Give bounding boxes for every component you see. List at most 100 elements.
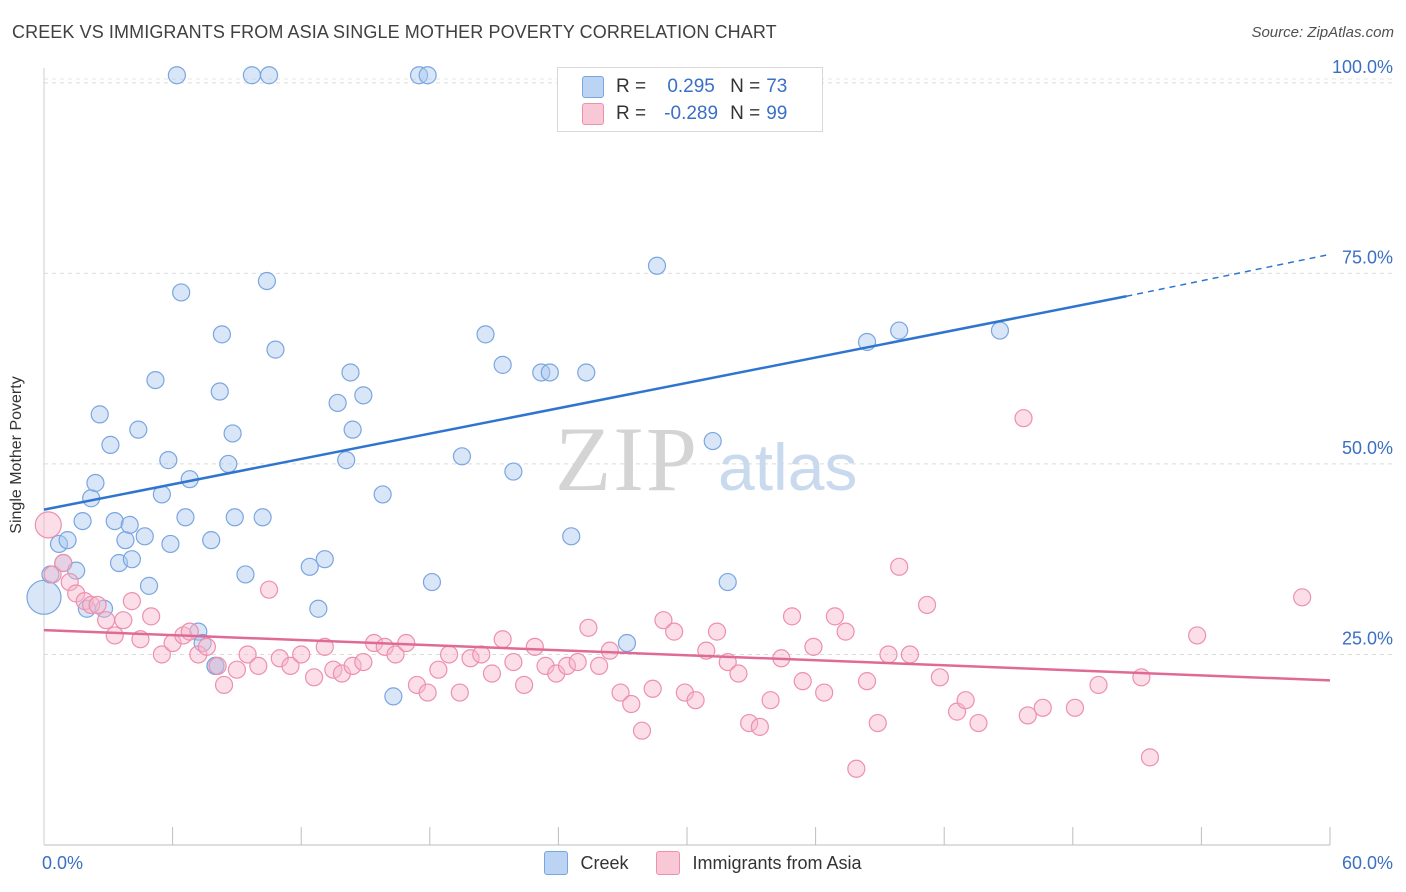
creek-point xyxy=(236,565,255,584)
immigrants-point xyxy=(386,645,405,664)
creek-point xyxy=(341,363,360,382)
immigrants-point xyxy=(622,694,641,714)
immigrants-point xyxy=(82,595,101,615)
immigrants-point xyxy=(868,713,887,733)
immigrants-point xyxy=(315,637,334,656)
immigrants-point xyxy=(43,565,62,584)
immigrants-point xyxy=(836,622,855,641)
creek-trend-line xyxy=(43,295,1127,511)
immigrants-point xyxy=(34,511,62,539)
immigrants-point xyxy=(1018,706,1037,725)
immigrants-point xyxy=(1014,409,1033,428)
bottom-legend-swatch-immigrants xyxy=(656,851,681,875)
immigrants-point xyxy=(879,645,898,664)
immigrants-point xyxy=(857,672,877,691)
creek-point xyxy=(172,283,191,302)
creek-point xyxy=(210,382,229,401)
creek-point xyxy=(257,271,277,291)
tick-labels: 100.0% 75.0% 50.0% 25.0% 0.0% 60.0% xyxy=(42,57,1393,873)
immigrants-point xyxy=(450,683,469,702)
immigrants-point xyxy=(343,656,362,675)
immigrants-point xyxy=(249,656,268,675)
immigrants-point xyxy=(214,675,234,695)
immigrants-point xyxy=(568,652,587,672)
immigrants-point xyxy=(750,717,769,736)
creek-point xyxy=(129,420,148,439)
creek-point xyxy=(225,508,244,527)
immigrants-point xyxy=(1065,698,1085,717)
immigrants-point xyxy=(114,611,133,630)
creek-point xyxy=(49,534,69,554)
creek-point xyxy=(242,66,262,85)
creek-point xyxy=(540,363,559,382)
creek-point xyxy=(26,579,62,615)
creek-point xyxy=(384,687,403,706)
immigrants-point xyxy=(782,607,802,626)
creek-point xyxy=(266,340,285,359)
immigrants-point xyxy=(259,580,279,599)
creek-point xyxy=(101,435,120,454)
creek-point xyxy=(176,508,195,527)
immigrants-point xyxy=(590,656,609,675)
creek-point xyxy=(90,405,109,424)
immigrants-point xyxy=(60,572,79,592)
immigrants-point xyxy=(461,649,480,668)
creek-trend-extension xyxy=(1126,253,1331,297)
watermark-atlas: atlas xyxy=(718,430,857,504)
creek-point xyxy=(58,531,77,550)
creek-point xyxy=(476,325,495,344)
immigrants-trend-line xyxy=(43,628,1331,682)
immigrants-point xyxy=(793,672,812,691)
creek-point xyxy=(73,511,92,531)
creek-point xyxy=(161,534,180,554)
immigrants-point xyxy=(493,630,512,649)
immigrants-point xyxy=(930,668,950,687)
creek-point xyxy=(122,550,141,569)
creek-point xyxy=(212,325,231,344)
bottom-legend-creek: Creek xyxy=(544,851,628,875)
legend-r-creek: 0.295 xyxy=(667,76,715,97)
creek-point xyxy=(343,420,362,439)
bottom-legend: Creek Immigrants from Asia xyxy=(0,851,1406,875)
axes xyxy=(43,68,1331,846)
immigrants-point xyxy=(825,607,844,626)
immigrants-point xyxy=(557,656,577,675)
legend: R = 0.295 N = 73 R = -0.289 N = 99 xyxy=(557,67,823,132)
creek-point xyxy=(562,527,581,546)
legend-r-immigrants: -0.289 xyxy=(664,103,719,124)
immigrants-point xyxy=(890,557,909,576)
immigrants-point xyxy=(847,759,866,778)
immigrants-point xyxy=(97,611,116,630)
immigrants-point xyxy=(707,622,727,641)
creek-point xyxy=(337,451,356,470)
immigrants-point xyxy=(152,645,171,664)
immigrants-point xyxy=(579,618,598,637)
immigrants-point xyxy=(439,645,459,664)
immigrants-point xyxy=(900,645,920,664)
x-tick-label-0: 0.0% xyxy=(42,853,83,873)
trend-lines xyxy=(43,253,1331,682)
immigrants-point xyxy=(740,713,759,733)
creek-point xyxy=(259,66,279,85)
creek-point xyxy=(617,633,637,653)
immigrants-point xyxy=(1089,675,1108,695)
bottom-legend-immigrants: Immigrants from Asia xyxy=(656,851,862,875)
creek-point xyxy=(647,256,667,275)
immigrants-point xyxy=(643,679,662,698)
immigrants-point xyxy=(324,660,343,679)
immigrants-point xyxy=(917,595,937,615)
creek-point xyxy=(718,572,737,592)
creek-point xyxy=(890,321,909,340)
immigrants-point xyxy=(88,595,107,615)
immigrants-point xyxy=(1140,748,1160,767)
immigrants-point xyxy=(761,691,780,710)
immigrants-point xyxy=(956,691,975,710)
immigrants-point xyxy=(632,721,652,740)
legend-n-immigrants: 99 xyxy=(766,103,788,124)
y-tick-label-0: 100.0% xyxy=(1332,57,1393,77)
immigrants-point xyxy=(525,637,544,656)
legend-row-creek: R = 0.295 N = 73 xyxy=(582,75,787,99)
creek-point xyxy=(116,531,135,550)
watermark-zip: ZIP xyxy=(555,408,699,510)
creek-point xyxy=(577,363,596,382)
